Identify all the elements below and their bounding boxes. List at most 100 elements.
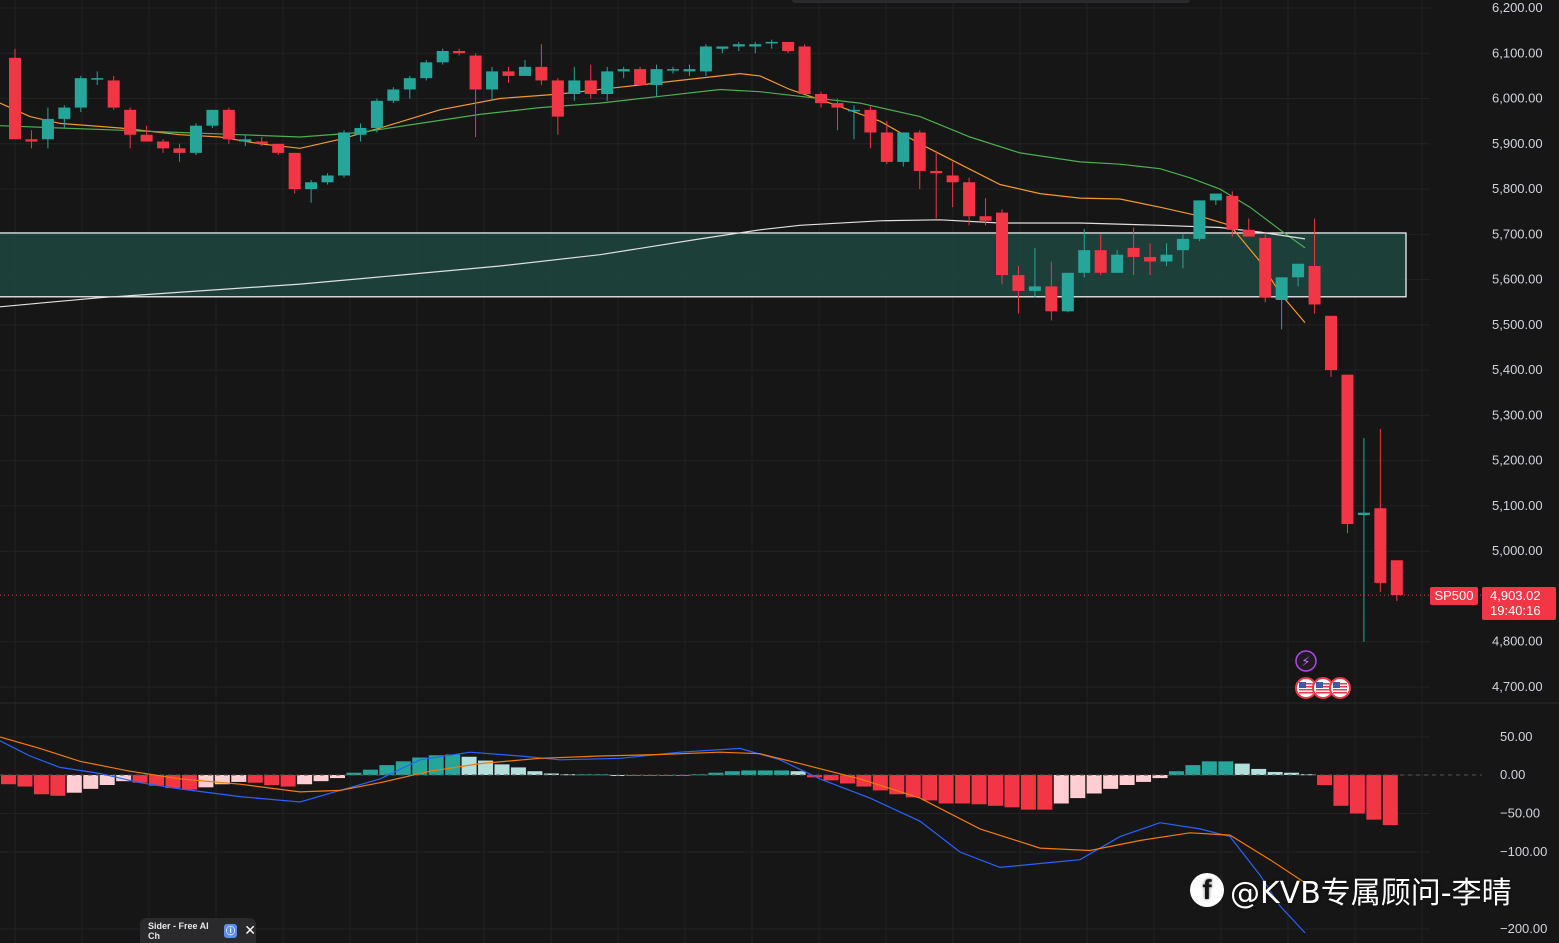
watermark: f @KVB专属顾问-李晴	[1190, 868, 1512, 912]
price-tick-label: 5,500.00	[1492, 317, 1543, 332]
sider-info-icon[interactable]: ⓘ	[224, 923, 238, 938]
candle-body	[1325, 315, 1337, 371]
candle-body	[1308, 266, 1321, 305]
macd-histogram-bar	[1020, 775, 1036, 810]
candle-body	[815, 94, 828, 104]
price-tick-label: 5,200.00	[1492, 453, 1543, 468]
us-flag-icon-stripe	[1333, 689, 1347, 691]
candle-body	[239, 139, 252, 142]
candlestick-series	[9, 39, 1403, 642]
candle-body	[650, 69, 663, 85]
macd-histogram-bar	[1333, 775, 1349, 806]
macd-histogram-bar	[478, 760, 494, 775]
price-badge	[1482, 587, 1556, 620]
candle-body	[699, 46, 712, 72]
close-icon[interactable]: ✕	[244, 922, 256, 938]
macd-axis[interactable]: 50.00 0.00 −50.00 −100.00 −200.00	[1500, 729, 1547, 936]
us-flag-icon-stripe	[1316, 692, 1330, 694]
candle-body	[551, 80, 564, 117]
macd-tick-label: −50.00	[1500, 806, 1540, 821]
price-tick-label: 5,700.00	[1492, 226, 1543, 241]
price-tick-label: 6,200.00	[1492, 0, 1543, 15]
candle-body	[502, 71, 515, 76]
support-zone-box	[0, 232, 1407, 298]
candle-body	[798, 46, 811, 95]
macd-histogram	[0, 754, 1482, 826]
candle-body	[1176, 238, 1189, 251]
symbol-badge	[1430, 587, 1478, 605]
macd-histogram-bar	[1053, 775, 1069, 804]
candle-body	[1061, 272, 1074, 312]
price-tick-label: 5,300.00	[1492, 407, 1543, 422]
candle-body	[683, 69, 696, 72]
candle-body	[1390, 560, 1403, 596]
macd-histogram-bar	[1201, 761, 1217, 775]
candle-body	[897, 132, 910, 162]
macd-histogram-bar	[1136, 775, 1152, 782]
price-tick-label: 5,800.00	[1492, 181, 1543, 196]
us-flag-icon-stripe	[1299, 692, 1313, 694]
candle-body	[1242, 229, 1255, 237]
candle-body	[272, 143, 285, 153]
us-flag-icon-canton	[1333, 682, 1340, 688]
macd-histogram-bar	[116, 775, 132, 782]
macd-histogram-bar	[1103, 775, 1119, 789]
us-flag-icon-stripe	[1333, 692, 1347, 694]
candle-body	[963, 182, 976, 217]
candle-body	[732, 44, 745, 47]
sider-extension-tab[interactable]: Sider - Free AI Ch ⓘ ✕	[140, 918, 256, 943]
candle-body	[1209, 193, 1222, 201]
macd-tick-label: −200.00	[1500, 921, 1547, 936]
macd-histogram-bar	[280, 775, 296, 787]
candle-body	[1028, 286, 1041, 291]
candle-body	[1111, 254, 1124, 273]
candle-body	[716, 46, 729, 49]
macd-histogram-bar	[1, 775, 16, 785]
candle-body	[1193, 200, 1206, 239]
symbol-badge-text: SP500	[1434, 588, 1473, 603]
macd-histogram-bar	[1284, 772, 1300, 775]
candle-body	[634, 69, 647, 85]
macd-histogram-bar	[264, 775, 280, 786]
macd-histogram-bar	[494, 764, 510, 775]
macd-histogram-bar	[346, 772, 362, 775]
macd-lines	[0, 736, 1306, 934]
macd-histogram-bar	[527, 771, 543, 775]
candle-body	[41, 118, 54, 140]
macd-histogram-bar	[297, 775, 313, 785]
us-flag-icon-canton	[1299, 682, 1306, 688]
macd-histogram-bar	[379, 765, 395, 775]
candle-body	[930, 170, 943, 174]
candle-body	[288, 152, 301, 190]
macd-histogram-bar	[543, 773, 559, 775]
macd-histogram-bar	[132, 775, 148, 783]
event-markers[interactable]: ⚡	[1295, 650, 1351, 699]
price-tick-label: 5,600.00	[1492, 272, 1543, 287]
price-tick-label: 4,700.00	[1492, 679, 1543, 694]
macd-histogram-bar	[839, 775, 855, 784]
us-flag-icon-canton	[1316, 682, 1323, 688]
candle-body	[222, 109, 235, 140]
lightning-icon: ⚡	[1301, 655, 1310, 670]
candle-body	[107, 80, 120, 108]
macd-histogram-bar	[1070, 775, 1086, 799]
macd-histogram-bar	[1317, 775, 1332, 786]
moving-average-ma_slow	[0, 88, 1306, 249]
price-tick-label: 4,800.00	[1492, 634, 1543, 649]
macd-histogram-bar	[1366, 775, 1382, 820]
macd-histogram-bar	[905, 775, 921, 798]
macd-histogram-bar	[17, 775, 33, 787]
macd-histogram-bar	[362, 769, 378, 775]
macd-histogram-bar	[247, 775, 263, 783]
macd-histogram-bar	[181, 775, 197, 790]
macd-histogram-bar	[988, 775, 1003, 806]
candle-body	[453, 51, 466, 54]
price-axis[interactable]: 6,200.00 6,100.00 6,000.00 5,900.00 5,800.00…	[1492, 0, 1543, 694]
price-tick-label: 6,000.00	[1492, 91, 1543, 106]
moving-average-ma_long	[0, 219, 1306, 308]
candle-body	[469, 55, 482, 90]
macd-histogram-bar	[214, 775, 230, 785]
candle-body	[1012, 275, 1025, 291]
